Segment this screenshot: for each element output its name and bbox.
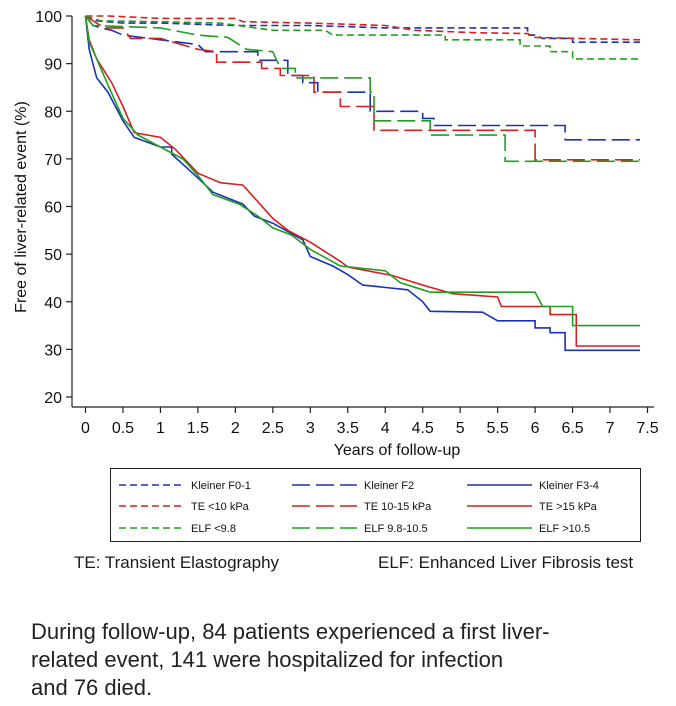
x-tick-label: 6 <box>531 420 540 437</box>
x-tick-label: 4.5 <box>412 420 434 437</box>
legend-label-kleiner-f3-4: Kleiner F3-4 <box>539 480 599 492</box>
x-tick-label: 6.5 <box>561 420 583 437</box>
axes <box>71 16 654 408</box>
series-kleiner-f3-4 <box>84 15 640 352</box>
x-tick-label: 0.5 <box>112 420 134 437</box>
y-tick-label: 70 <box>44 152 62 169</box>
x-tick-label: 5 <box>456 420 465 437</box>
series-te-10-kpa <box>85 15 641 41</box>
y-tick-label: 100 <box>35 9 62 26</box>
x-tick-label: 3 <box>306 420 315 437</box>
series-elf-9-8 <box>85 15 640 60</box>
series-te-15-kpa <box>84 15 640 347</box>
te-note: TE: Transient Elastography <box>74 553 280 572</box>
legend-label-elf-9-8-10-5: ELF 9.8-10.5 <box>364 523 428 535</box>
y-tick-label: 40 <box>44 295 62 312</box>
y-tick-label: 60 <box>44 200 62 217</box>
x-tick-label: 2.5 <box>262 420 284 437</box>
km-chart: 0 0.5 1 1.5 2 2.5 3 3.5 4 4.5 5 5.5 6 6.5 7 7.5 20 30 40 50… <box>13 9 659 459</box>
x-tick-label: 1 <box>156 420 165 437</box>
legend-label-te-15-kpa: TE >15 kPa <box>539 501 598 513</box>
legend-entries: Kleiner F0-1 Kleiner F2 Kleiner F3-4 TE <10… <box>119 480 599 535</box>
elf-note: ELF: Enhanced Liver Fibrosis test <box>378 553 634 572</box>
caption-line-2: related event, 141 were hospitalized for… <box>31 647 504 672</box>
x-tick-label: 1.5 <box>187 420 209 437</box>
x-axis-label: Years of follow-up <box>334 442 461 459</box>
plot-lines <box>84 15 641 352</box>
x-tick-label: 0 <box>81 420 90 437</box>
legend-label-kleiner-f2: Kleiner F2 <box>364 480 414 492</box>
x-tick-label: 3.5 <box>337 420 359 437</box>
x-tick-label: 4 <box>381 420 390 437</box>
caption-line-1: During follow-up, 84 patients experience… <box>31 619 550 644</box>
legend: Kleiner F0-1 Kleiner F2 Kleiner F3-4 TE <10… <box>110 468 641 542</box>
legend-label-elf-10-5: ELF >10.5 <box>539 523 590 535</box>
y-tick-label: 50 <box>44 247 62 264</box>
legend-label-kleiner-f0-1: Kleiner F0-1 <box>191 480 251 492</box>
x-tick-label: 7 <box>606 420 615 437</box>
series-elf-10-5 <box>84 15 640 327</box>
y-tick-label: 20 <box>44 390 62 407</box>
legend-label-te-10-kpa: TE <10 kPa <box>191 501 250 513</box>
x-tick-label: 7.5 <box>636 420 658 437</box>
y-axis-label: Free of liver-related event (%) <box>13 101 30 313</box>
x-tick-label: 5.5 <box>487 420 509 437</box>
y-tick-label: 90 <box>44 57 62 74</box>
caption-line-3: and 76 died. <box>31 675 153 700</box>
legend-label-elf-9-8: ELF <9.8 <box>191 523 236 535</box>
x-tick-label: 2 <box>231 420 240 437</box>
y-tick-label: 80 <box>44 104 62 121</box>
caption: During follow-up, 84 patients experience… <box>31 618 631 702</box>
y-tick-label: 30 <box>44 342 62 359</box>
ticks: 0 0.5 1 1.5 2 2.5 3 3.5 4 4.5 5 5.5 6 6.5 7 7.5 20 30 40 50… <box>35 9 658 437</box>
legend-label-te-10-15-kpa: TE 10-15 kPa <box>364 501 432 513</box>
series-te-10-15-kpa <box>85 15 640 161</box>
